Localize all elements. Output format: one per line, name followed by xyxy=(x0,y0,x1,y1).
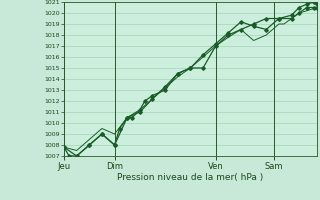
X-axis label: Pression niveau de la mer( hPa ): Pression niveau de la mer( hPa ) xyxy=(117,173,264,182)
